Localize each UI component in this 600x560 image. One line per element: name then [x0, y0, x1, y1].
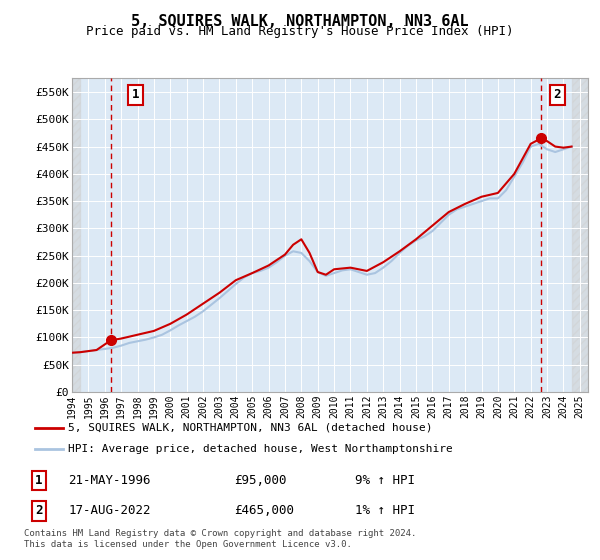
Text: 2: 2 [554, 88, 561, 101]
Text: 1: 1 [132, 88, 139, 101]
Text: £465,000: £465,000 [234, 505, 294, 517]
Text: £95,000: £95,000 [234, 474, 286, 487]
Text: 21-MAY-1996: 21-MAY-1996 [68, 474, 151, 487]
Text: 2: 2 [35, 505, 43, 517]
Bar [72, 78, 80, 392]
Text: 5, SQUIRES WALK, NORTHAMPTON, NN3 6AL: 5, SQUIRES WALK, NORTHAMPTON, NN3 6AL [131, 14, 469, 29]
Text: Price paid vs. HM Land Registry's House Price Index (HPI): Price paid vs. HM Land Registry's House … [86, 25, 514, 38]
Text: 17-AUG-2022: 17-AUG-2022 [68, 505, 151, 517]
Text: 9% ↑ HPI: 9% ↑ HPI [355, 474, 415, 487]
Text: 1: 1 [35, 474, 43, 487]
Text: HPI: Average price, detached house, West Northamptonshire: HPI: Average price, detached house, West… [68, 444, 453, 454]
Text: 1% ↑ HPI: 1% ↑ HPI [355, 505, 415, 517]
Text: Contains HM Land Registry data © Crown copyright and database right 2024.
This d: Contains HM Land Registry data © Crown c… [24, 529, 416, 549]
Text: 5, SQUIRES WALK, NORTHAMPTON, NN3 6AL (detached house): 5, SQUIRES WALK, NORTHAMPTON, NN3 6AL (d… [68, 423, 433, 433]
